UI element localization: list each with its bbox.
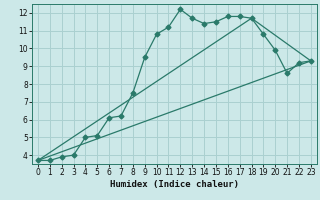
X-axis label: Humidex (Indice chaleur): Humidex (Indice chaleur) — [110, 180, 239, 189]
